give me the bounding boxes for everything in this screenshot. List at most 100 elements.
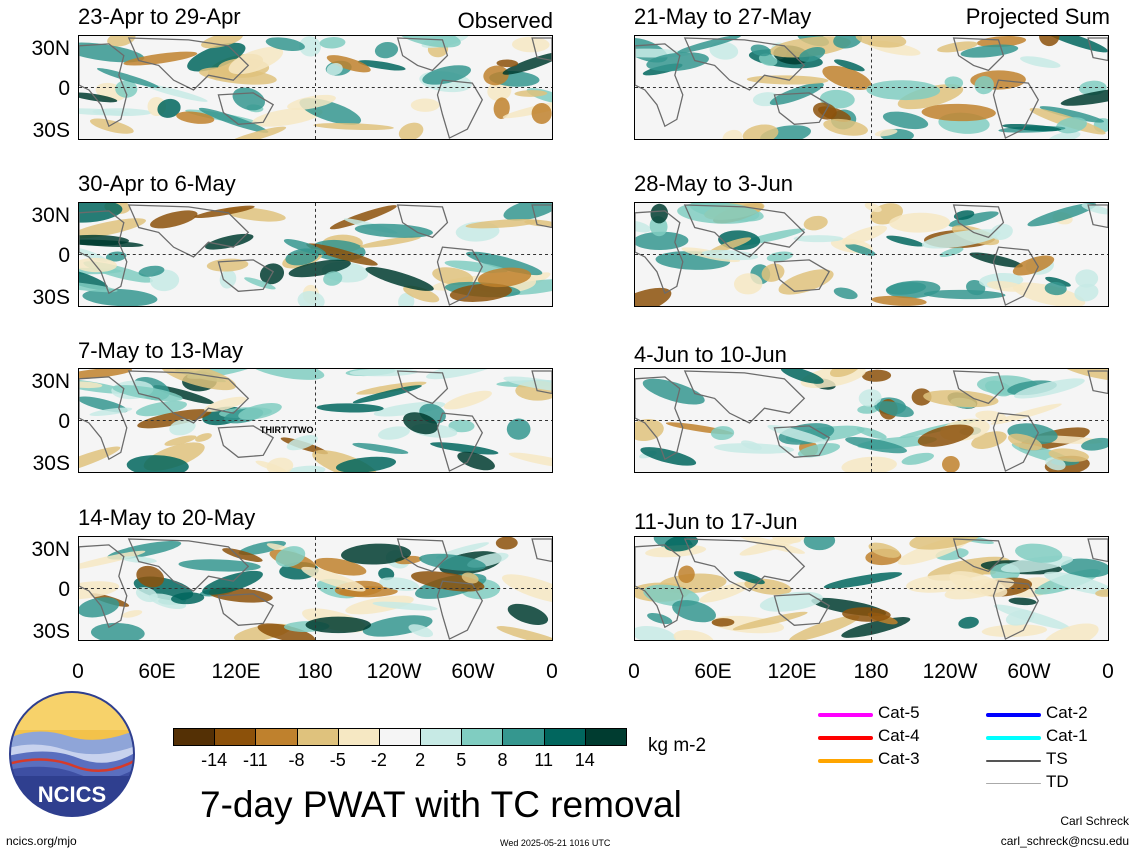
colorbar-swatch <box>420 728 463 746</box>
anomaly-blob <box>1060 87 1108 106</box>
anomaly-blob <box>419 553 486 571</box>
anomaly-blob <box>842 225 888 245</box>
anomaly-blob <box>138 265 165 277</box>
anomaly-blob <box>314 557 367 576</box>
anomaly-blob <box>408 624 434 638</box>
anomaly-blob <box>1012 282 1086 306</box>
anomaly-blob <box>506 418 531 440</box>
anomaly-blob <box>378 567 395 581</box>
anomaly-blob <box>732 611 808 631</box>
panel-title: 21-May to 27-May <box>634 4 812 29</box>
coastline <box>79 544 128 629</box>
coastline <box>127 370 250 424</box>
anomaly-blob <box>305 616 372 634</box>
anomaly-blob <box>709 237 752 254</box>
anomaly-blob <box>502 52 552 75</box>
anomaly-blob <box>823 572 903 589</box>
anomaly-blob <box>142 83 208 102</box>
anomaly-blob <box>1044 281 1067 296</box>
pwat-map <box>634 536 1109 641</box>
panel-title: 30-Apr to 6-May <box>78 171 236 196</box>
anomaly-blob <box>635 625 677 640</box>
map-field <box>79 36 552 139</box>
anomaly-blob <box>79 550 146 571</box>
footer-url[interactable]: ncics.org/mjo <box>6 834 77 848</box>
anomaly-blob <box>107 36 136 47</box>
anomaly-blob <box>365 266 434 291</box>
legend-swatch <box>818 759 873 763</box>
anomaly-blob <box>1008 597 1037 606</box>
anomaly-blob <box>90 622 145 640</box>
legend-label: Cat-1 <box>1046 726 1088 745</box>
anomaly-blob <box>297 290 325 306</box>
anomaly-blob <box>741 440 762 451</box>
coastline <box>952 538 1005 573</box>
anomaly-blob <box>845 243 876 256</box>
colorbar-swatch <box>337 728 380 746</box>
anomaly-blob <box>204 396 247 412</box>
pwat-map <box>634 368 1109 473</box>
anomaly-blob <box>150 210 198 229</box>
coastline <box>1087 204 1108 229</box>
coastline <box>396 538 449 573</box>
coastline <box>683 538 806 592</box>
coastline <box>1087 370 1108 395</box>
anomaly-blob <box>357 60 406 71</box>
colorbar-swatch <box>502 728 545 746</box>
anomaly-blob <box>986 280 1026 292</box>
anomaly-blob <box>313 123 394 131</box>
anomaly-blob <box>981 624 1048 638</box>
anomaly-blob <box>722 129 743 139</box>
anomaly-blob <box>650 203 669 224</box>
anomaly-blob <box>1060 558 1108 578</box>
anomaly-blob <box>1012 255 1055 276</box>
anomaly-blob <box>1015 543 1063 563</box>
lon-label: 120E <box>767 660 817 683</box>
anomaly-blob <box>1081 437 1108 451</box>
anomaly-blob <box>923 390 999 408</box>
anomaly-blob <box>701 249 759 261</box>
anomaly-blob <box>1039 36 1060 47</box>
anomaly-blob <box>1043 623 1099 640</box>
anomaly-blob <box>866 80 941 101</box>
anomaly-blob <box>123 51 198 66</box>
anomaly-blob <box>79 281 118 293</box>
anomaly-blob <box>195 433 212 442</box>
anomaly-blob <box>265 37 305 51</box>
coastline <box>396 37 449 72</box>
anomaly-blob <box>496 626 552 640</box>
anomaly-blob <box>944 76 964 89</box>
colorbar-tick-label: -14 <box>201 750 228 770</box>
tc-annotation: THIRTYTWO <box>260 425 314 435</box>
anomaly-blob <box>79 381 103 389</box>
anomaly-blob <box>178 559 261 572</box>
anomaly-blob <box>219 269 237 289</box>
anomaly-blob <box>780 369 824 384</box>
legend-label: TS <box>1046 749 1068 768</box>
anomaly-blob <box>356 381 427 395</box>
lon-label: 120E <box>211 660 261 683</box>
footer-timestamp: Wed 2025-05-21 1016 UTC <box>500 838 611 848</box>
anomaly-blob <box>275 546 306 568</box>
coastline <box>396 204 449 239</box>
coastline <box>531 37 552 62</box>
anomaly-blob <box>430 442 499 455</box>
anomaly-blob <box>79 234 129 246</box>
coastline <box>992 412 1040 472</box>
anomaly-blob <box>833 287 858 300</box>
anomaly-blob <box>974 76 994 95</box>
coastline <box>127 204 250 258</box>
anomaly-blob <box>917 424 974 447</box>
lon-label: 60E <box>138 660 176 683</box>
anomaly-blob <box>79 218 146 239</box>
colorbar-swatch <box>543 728 586 746</box>
anomaly-blob <box>1048 448 1089 462</box>
legend-label: TD <box>1046 772 1069 791</box>
footer-email[interactable]: carl_schreck@ncsu.edu <box>1000 834 1129 848</box>
anomaly-blob <box>398 122 424 139</box>
panel-tag: Observed <box>457 8 553 33</box>
anomaly-blob <box>855 36 907 48</box>
legend-label: Cat-4 <box>878 726 920 745</box>
anomaly-blob <box>121 556 157 564</box>
anomaly-blob <box>286 435 318 451</box>
